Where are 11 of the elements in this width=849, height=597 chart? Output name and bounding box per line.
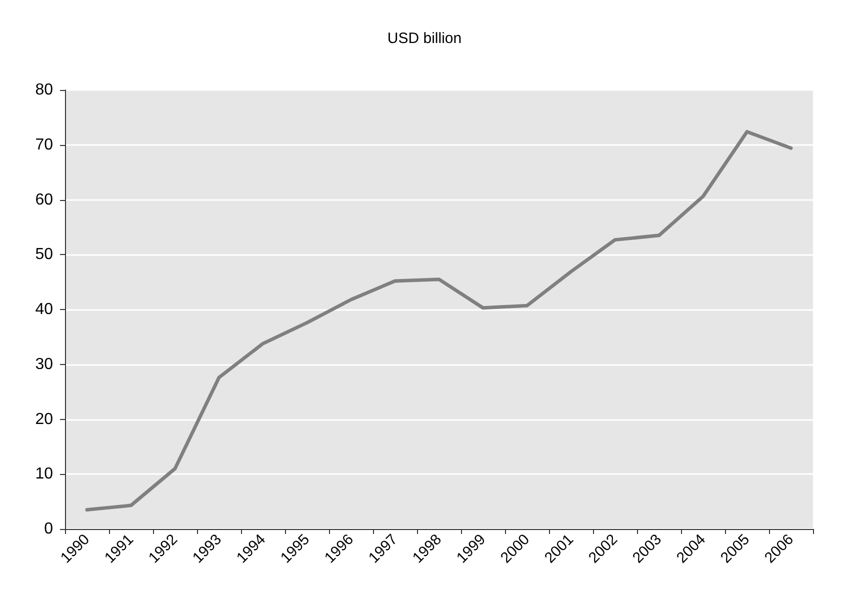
y-tick-label: 50 xyxy=(35,246,54,264)
y-tick-label: 60 xyxy=(35,191,54,208)
chart-title: USD billion xyxy=(387,30,462,47)
y-tick-label: 10 xyxy=(35,466,54,483)
y-tick-label: 0 xyxy=(44,520,54,538)
y-tick-label: 30 xyxy=(35,356,54,373)
y-tick-label: 40 xyxy=(35,301,54,318)
y-tick-label: 80 xyxy=(35,82,54,98)
y-tick-label: 20 xyxy=(35,410,54,428)
line-series xyxy=(85,130,793,512)
y-tick-label: 70 xyxy=(35,136,54,154)
